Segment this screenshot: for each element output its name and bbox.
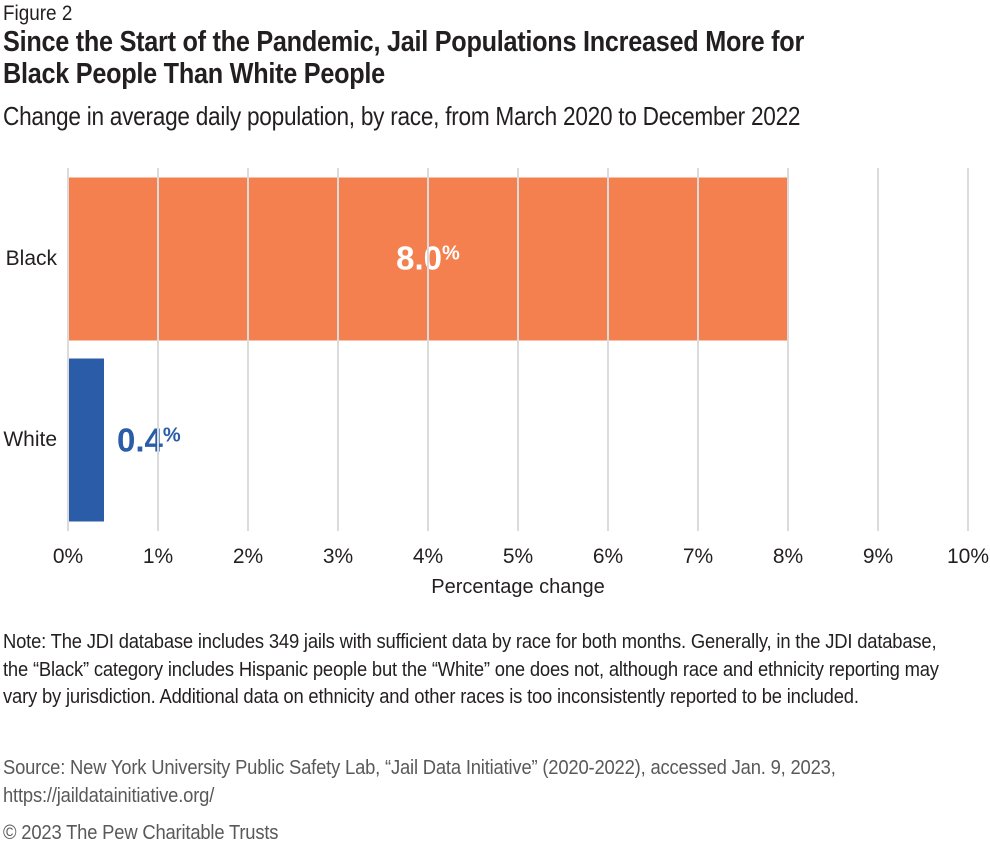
bar-rows: Black 8.0% White 0.4% [0,168,990,531]
x-axis-tick-label: 7% [682,545,714,568]
category-label: White [3,428,57,452]
value-label: 8.0% [396,240,460,278]
x-axis-tick-label: 1% [142,545,174,568]
source-text: Source: New York University Public Safet… [3,757,836,807]
gridline [787,168,789,531]
x-axis-tick-label: 0% [52,545,84,568]
figure-label: Figure 2 [3,2,73,25]
bar-chart: Black 8.0% White 0.4% 0% 1% 2% 3% 4% 5% 6% 7% 8% 9% 1… [0,168,990,608]
x-axis-tick-label: 4% [412,545,444,568]
copyright-text: © 2023 The Pew Charitable Trusts [3,822,279,844]
gridline [427,168,429,531]
gridline [697,168,699,531]
value-number: 0.4 [117,421,163,459]
x-axis: 0% 1% 2% 3% 4% 5% 6% 7% 8% 9% 10% [53,545,989,571]
gridline [247,168,249,531]
chart-title-line1: Since the Start of the Pandemic, Jail Po… [3,26,805,58]
gridline [517,168,519,531]
bar-row-white: White 0.4% [0,350,990,532]
gridline [337,168,339,531]
gridline [877,168,879,531]
bar-row-black: Black 8.0% [0,168,990,350]
value-number: 8.0 [396,239,443,277]
chart-title: Since the Start of the Pandemic, Jail Po… [3,26,804,90]
gridline [157,168,159,531]
gridline [67,168,69,531]
x-axis-tick-label: 6% [592,545,624,568]
chart-title-line2: Black People Than White People [3,58,385,90]
x-axis-tick-label: 10% [946,545,990,568]
category-label: Black [5,246,57,270]
x-axis-tick-label: 5% [502,545,534,568]
gridline [967,168,969,531]
x-axis-tick-label: 8% [772,545,804,568]
x-axis-tick-label: 3% [322,545,354,568]
note-text: Note: The JDI database includes 349 jail… [3,631,939,708]
gridline [607,168,609,531]
x-axis-tick-label: 2% [232,545,264,568]
bar-white [68,358,104,522]
x-axis-tick-label: 9% [862,545,894,568]
chart-subtitle: Change in average daily population, by r… [3,101,801,131]
value-percent-sign: % [442,242,460,265]
value-label: 0.4% [117,421,181,459]
x-axis-title: Percentage change [431,576,605,598]
bar-track: 0.4% [68,358,968,522]
plot-area [67,168,969,531]
value-percent-sign: % [162,424,181,447]
